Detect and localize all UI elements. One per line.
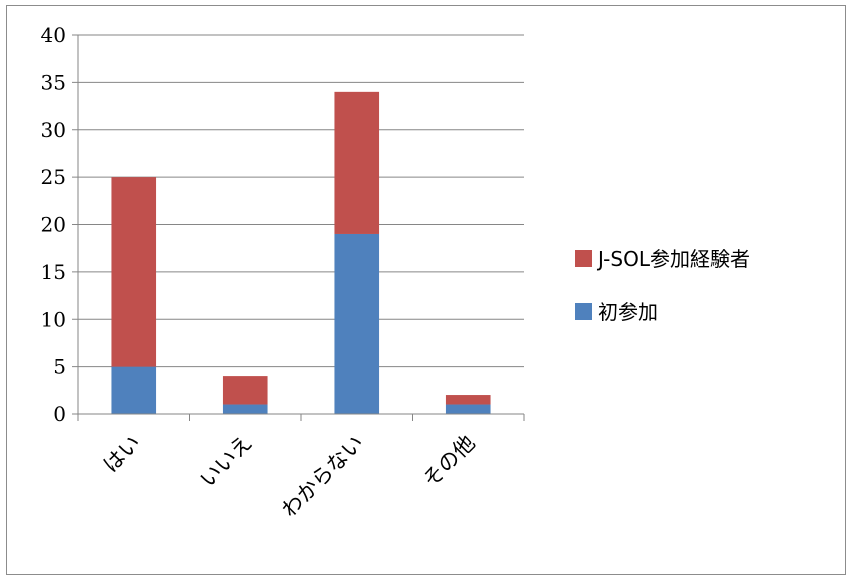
bar-segment	[445, 404, 491, 414]
legend-label: 初参加	[598, 300, 658, 324]
y-tick-label: 5	[53, 355, 66, 379]
y-tick-label: 15	[41, 260, 66, 284]
y-tick-label: 30	[41, 118, 66, 142]
legend-swatch	[575, 303, 592, 320]
bar-segment	[111, 177, 157, 367]
legend-swatch	[575, 250, 592, 267]
bar-segment	[445, 395, 491, 405]
y-tick-label: 35	[41, 70, 66, 94]
y-tick-label: 20	[41, 213, 66, 237]
bar-segment	[222, 376, 268, 405]
y-tick-label: 25	[41, 165, 66, 189]
bar-segment	[111, 366, 157, 414]
y-tick-labels: 0 5 10 15 20 25 30 35 40	[41, 23, 66, 426]
bar-segment	[334, 91, 380, 234]
x-tick-label: はい	[99, 431, 146, 478]
bars	[111, 91, 491, 414]
x-tick-label: いいえ	[195, 431, 257, 493]
bar-segment	[222, 404, 268, 414]
y-tick-label: 40	[41, 23, 66, 47]
y-tick-label: 10	[41, 307, 66, 331]
bar-segment	[334, 233, 380, 414]
y-tick-label: 0	[53, 402, 66, 426]
x-tick-label: その他	[418, 431, 480, 493]
axes	[72, 35, 524, 415]
x-tick-labels: はい いいえ わからない その他	[99, 431, 480, 522]
x-tick-label: わからない	[277, 431, 368, 522]
legend-label: J-SOL参加経験者	[596, 247, 750, 271]
